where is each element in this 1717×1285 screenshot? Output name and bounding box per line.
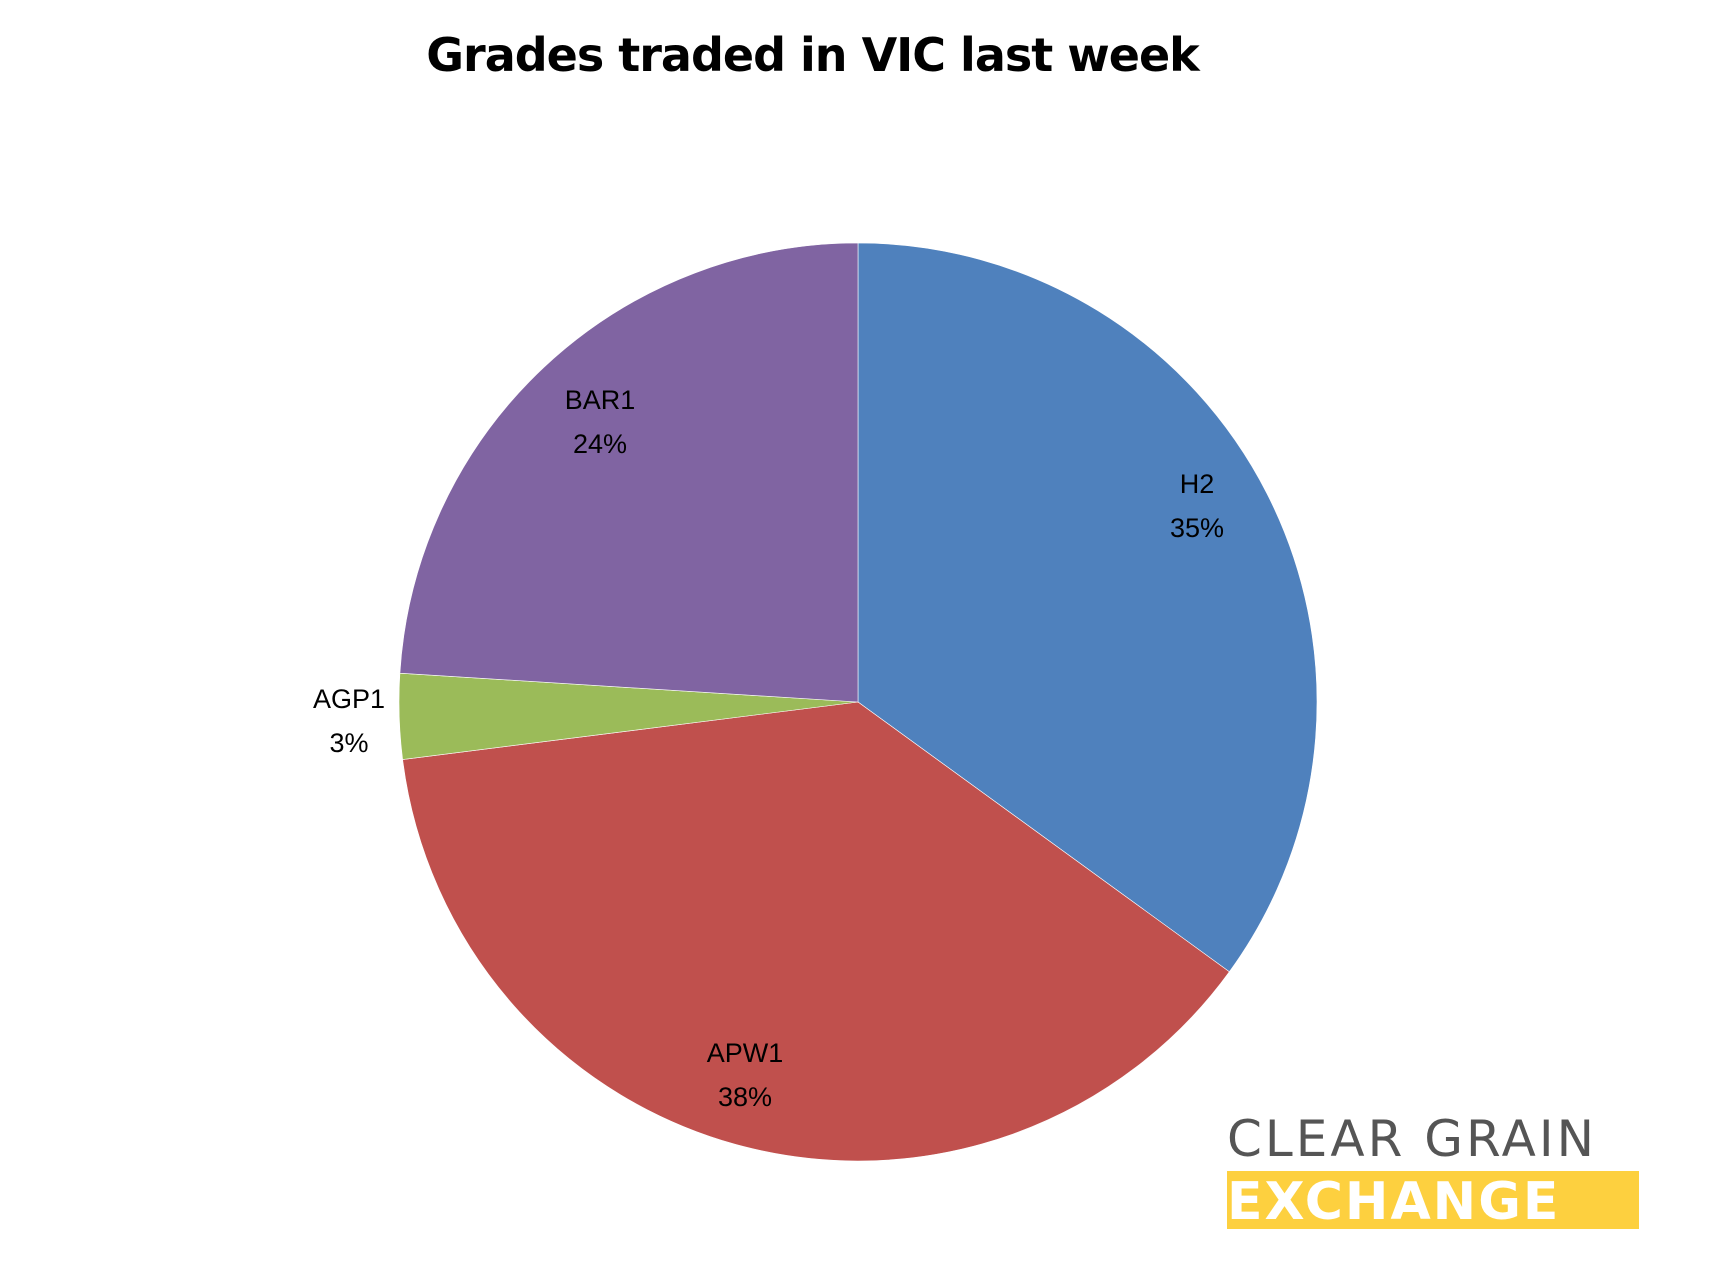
slice-label-apw1: APW1 38% — [707, 1038, 784, 1112]
svg-text:38%: 38% — [718, 1082, 772, 1112]
slice-label-h2: H2 35% — [1170, 469, 1224, 543]
svg-text:APW1: APW1 — [707, 1038, 784, 1068]
svg-text:3%: 3% — [329, 728, 368, 758]
svg-text:35%: 35% — [1170, 513, 1224, 543]
svg-text:BAR1: BAR1 — [565, 385, 636, 415]
slice-label-agp1: AGP1 3% — [313, 684, 385, 758]
slice-label-bar1: BAR1 24% — [565, 385, 636, 459]
pie-slice-h2 — [857, 242, 1318, 973]
svg-text:24%: 24% — [573, 429, 627, 459]
pie-slice-apw1 — [402, 701, 1230, 1162]
chart-title: Grades traded in VIC last week — [426, 28, 1199, 82]
clear-grain-exchange-logo: CLEAR GRAIN EXCHANGE — [1227, 1113, 1639, 1229]
logo-line1: CLEAR GRAIN — [1227, 1110, 1598, 1168]
logo-line2: EXCHANGE — [1227, 1171, 1639, 1229]
svg-text:AGP1: AGP1 — [313, 684, 385, 714]
svg-text:H2: H2 — [1180, 469, 1215, 499]
pie-slice-bar1 — [399, 242, 859, 703]
